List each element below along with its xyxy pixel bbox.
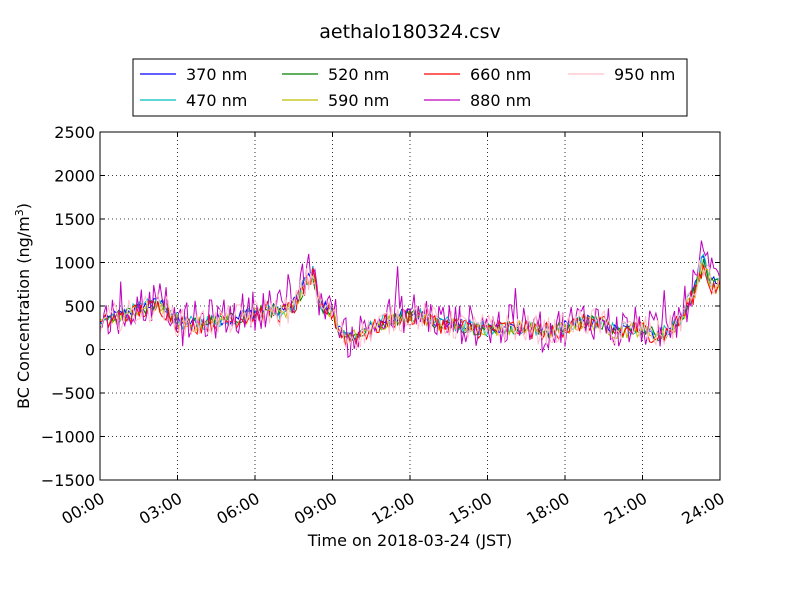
axis-ticks (99, 131, 721, 481)
legend-label: 880 nm (470, 91, 531, 110)
y-axis-label: BC Concentration (ng/m3) (13, 203, 33, 409)
y-tick-label: 2000 (54, 167, 95, 186)
legend-label: 520 nm (328, 65, 389, 84)
y-tick-label: 2500 (54, 123, 95, 142)
y-tick-labels: 2500 2000 1500 1000 500 0 −500 −1000 −1500 (41, 123, 95, 490)
legend-label: 950 nm (614, 65, 675, 84)
grid-lines (100, 132, 720, 480)
y-axis-label-close: ) (14, 203, 33, 209)
legend-label: 660 nm (470, 65, 531, 84)
legend-box (132, 58, 688, 117)
x-axis-label: Time on 2018-03-24 (JST) (307, 531, 512, 550)
legend-label: 470 nm (186, 91, 247, 110)
series-line (99, 260, 721, 350)
series-line (99, 253, 721, 343)
y-tick-label: 1500 (54, 210, 95, 229)
legend-label: 590 nm (328, 91, 389, 110)
y-tick-label: 0 (85, 341, 95, 360)
y-tick-label: 1000 (54, 254, 95, 273)
series-lines (99, 240, 721, 359)
legend: 370 nm 470 nm 520 nm 590 nm 660 nm 880 nm 950 … (132, 58, 688, 117)
legend-label: 370 nm (186, 65, 247, 84)
y-axis-label-main: BC Concentration (ng/m (14, 216, 33, 409)
y-tick-label: −1500 (41, 471, 95, 490)
y-axis-label-superscript: 3 (13, 209, 26, 216)
y-tick-label: 500 (64, 297, 95, 316)
y-tick-label: −1000 (41, 428, 95, 447)
y-tick-label: −500 (51, 384, 95, 403)
chart-title: aethalo180324.csv (319, 21, 501, 43)
